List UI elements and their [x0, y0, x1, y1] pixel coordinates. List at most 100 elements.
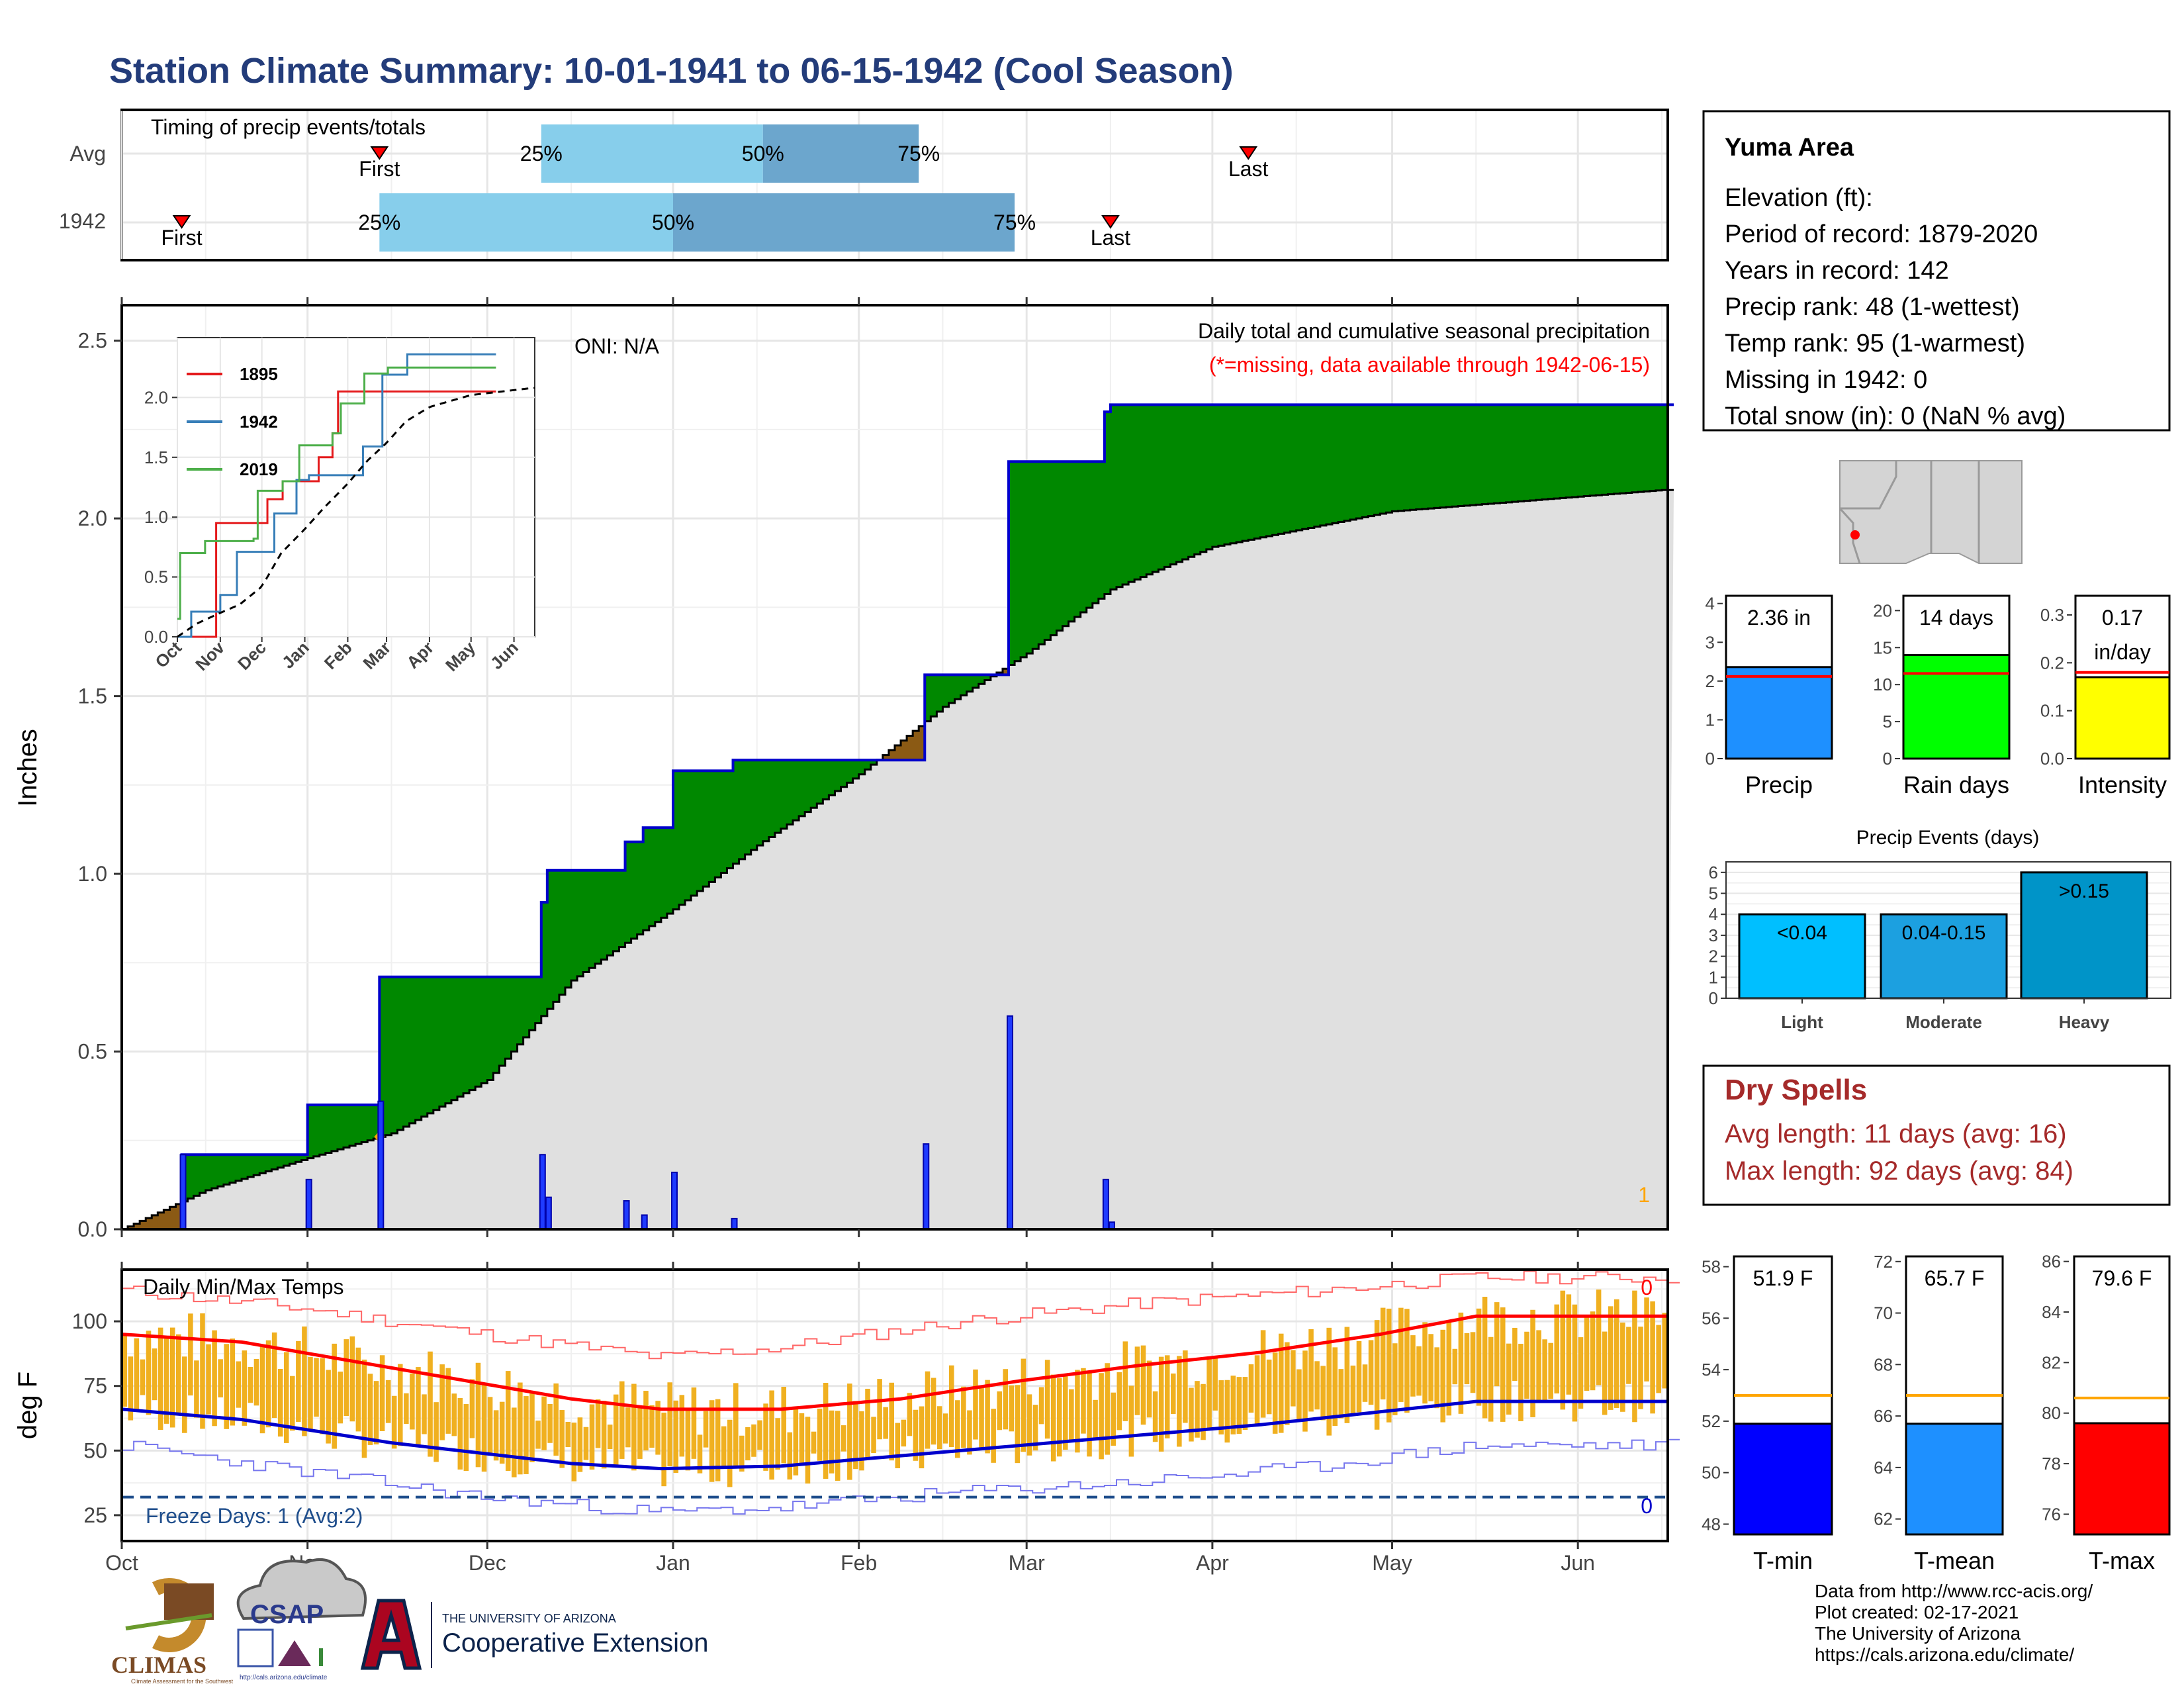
surplus-band	[385, 976, 392, 1135]
deficit-band	[919, 726, 925, 761]
surplus-band	[571, 870, 578, 981]
daily-temp-bar	[1152, 1391, 1158, 1442]
ua-main-text: Cooperative Extension	[442, 1628, 708, 1658]
surplus-band	[1176, 404, 1183, 562]
daily-temp-bar	[259, 1346, 265, 1434]
daily-temp-bar	[206, 1344, 211, 1415]
daily-temp-bar	[1374, 1320, 1380, 1430]
surplus-band	[409, 976, 416, 1123]
surplus-band	[655, 827, 662, 922]
surplus-band	[660, 827, 668, 918]
surplus-band	[1182, 404, 1189, 560]
daily-temp-bar	[1620, 1322, 1625, 1412]
timing-row-avg: Avg	[69, 142, 106, 165]
daily-temp-bar	[553, 1383, 559, 1456]
surplus-band	[319, 1105, 326, 1155]
surplus-band	[1541, 404, 1549, 500]
surplus-band	[595, 870, 602, 964]
surplus-band	[343, 1105, 350, 1148]
deficit-band	[140, 1221, 146, 1229]
daily-temp-bar	[182, 1356, 187, 1433]
daily-temp-bar	[163, 1336, 169, 1424]
dry-spells-title: Dry Spells	[1725, 1074, 1867, 1106]
summary-y-tick-label: 4	[1706, 594, 1715, 614]
events-category-label: Heavy	[2059, 1012, 2110, 1032]
daily-temp-bar	[703, 1411, 709, 1448]
surplus-band	[331, 1105, 338, 1151]
daily-temp-bar	[979, 1385, 984, 1448]
daily-temp-bar	[1021, 1358, 1026, 1452]
daily-temp-bar	[727, 1419, 733, 1487]
daily-temp-bar	[194, 1360, 199, 1418]
surplus-band	[1428, 404, 1435, 509]
daily-temp-bar	[355, 1347, 361, 1432]
daily-temp-bar	[1272, 1352, 1278, 1434]
daily-temp-bar	[865, 1388, 870, 1460]
daily-temp-bar	[655, 1401, 660, 1455]
daily-temp-bar	[1404, 1309, 1410, 1413]
summary-y-tick-label: 5	[1883, 712, 1892, 731]
surplus-band	[415, 976, 422, 1120]
daily-temp-bar	[1332, 1347, 1338, 1427]
surplus-band	[1092, 461, 1099, 604]
summary-y-tick-label: 62	[1874, 1509, 1893, 1529]
first-event-marker	[172, 215, 191, 229]
summary-value-label: 51.9 F	[1753, 1266, 1813, 1290]
summary-y-tick-label: 48	[1702, 1514, 1721, 1534]
daily-temp-bar	[1158, 1356, 1164, 1452]
surplus-band	[1086, 461, 1093, 608]
summary-y-tick-label: 0	[1706, 749, 1715, 769]
surplus-band	[1584, 404, 1590, 496]
summary-value-label: 0.17	[2102, 606, 2143, 630]
timing-bar-lower	[379, 193, 673, 252]
daily-temp-bar	[397, 1364, 403, 1446]
daily-temp-bar	[763, 1403, 768, 1471]
summary-y-tick-label: 78	[2042, 1454, 2061, 1474]
surplus-band	[433, 976, 440, 1110]
daily-temp-bar	[451, 1393, 457, 1436]
daily-temp-bar	[691, 1387, 697, 1459]
precip-daily-bars	[179, 1015, 1115, 1231]
daily-temp-bar	[1128, 1385, 1134, 1457]
surplus-band	[1637, 404, 1645, 492]
daily-temp-bar	[1278, 1333, 1284, 1433]
daily-precip-bar	[1007, 1015, 1014, 1231]
station-info-box: Yuma Area Elevation (ft): Period of reco…	[1702, 110, 2171, 432]
inset-y-tick-label: 0.0	[144, 627, 168, 647]
surplus-band	[457, 976, 464, 1097]
climas-emblem-shape	[164, 1583, 214, 1620]
daily-temp-bar	[1116, 1372, 1122, 1430]
surplus-band	[984, 675, 991, 680]
daily-temp-bar	[799, 1413, 805, 1464]
daily-temp-bar	[1464, 1333, 1470, 1385]
surplus-band	[1338, 404, 1345, 522]
climas-wordmark: CLIMAS	[111, 1652, 206, 1678]
surplus-band	[829, 760, 836, 796]
surplus-band	[1553, 404, 1561, 499]
surplus-band	[1236, 404, 1243, 542]
daily-temp-bar	[518, 1382, 523, 1475]
surplus-band	[397, 976, 404, 1130]
surplus-band	[307, 1105, 314, 1158]
surplus-band	[948, 675, 956, 703]
daily-temp-bar	[428, 1351, 433, 1457]
events-title: Precip Events (days)	[1856, 827, 2040, 849]
surplus-band	[1512, 404, 1519, 502]
surplus-band	[805, 760, 811, 812]
daily-temp-bar	[296, 1340, 301, 1422]
daily-temp-bar	[212, 1330, 217, 1427]
daily-temp-bar	[715, 1399, 721, 1481]
surplus-band	[954, 675, 962, 700]
daily-temp-bar	[739, 1435, 745, 1472]
surplus-band	[259, 1154, 266, 1174]
daily-temp-bar	[224, 1344, 229, 1429]
daily-temp-bar	[1566, 1294, 1572, 1395]
daily-temp-bar	[439, 1364, 445, 1440]
daily-temp-bar	[349, 1336, 355, 1422]
daily-temp-bar	[1650, 1301, 1655, 1414]
surplus-band	[1631, 404, 1639, 492]
daily-temp-bar	[1164, 1355, 1170, 1438]
daily-temp-bar	[1248, 1364, 1254, 1413]
surplus-band	[1128, 404, 1135, 583]
